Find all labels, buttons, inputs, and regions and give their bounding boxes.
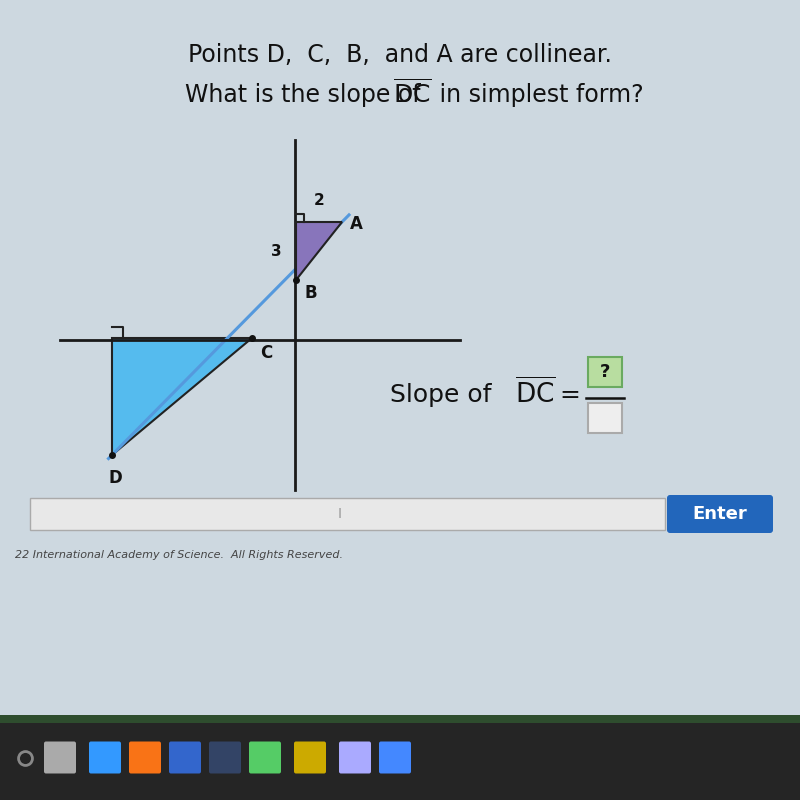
FancyBboxPatch shape [249,742,281,774]
FancyBboxPatch shape [169,742,201,774]
FancyBboxPatch shape [129,742,161,774]
Text: 3: 3 [271,243,282,258]
Polygon shape [112,338,252,455]
FancyBboxPatch shape [379,742,411,774]
Text: D: D [108,469,122,487]
FancyBboxPatch shape [209,742,241,774]
Text: Points D,  C,  B,  and A are collinear.: Points D, C, B, and A are collinear. [188,43,612,67]
Text: ?: ? [600,363,610,381]
Text: What is the slope of: What is the slope of [185,83,428,107]
Text: Enter: Enter [693,505,747,523]
Text: in simplest form?: in simplest form? [432,83,644,107]
FancyBboxPatch shape [339,742,371,774]
Text: $\overline{\mathsf{DC}}$: $\overline{\mathsf{DC}}$ [393,78,432,107]
Text: B: B [304,284,317,302]
Text: C: C [260,344,272,362]
FancyBboxPatch shape [30,498,665,530]
Text: $\overline{\mathsf{DC}}$: $\overline{\mathsf{DC}}$ [515,378,556,408]
Bar [0,715,800,723]
Text: A: A [350,215,363,233]
Polygon shape [296,222,342,280]
Text: 22 International Academy of Science.  All Rights Reserved.: 22 International Academy of Science. All… [15,550,343,560]
Text: =: = [552,383,589,407]
Text: 2: 2 [314,193,324,208]
Text: I: I [338,507,342,521]
Text: Slope of: Slope of [390,383,499,407]
Bar [0,715,800,800]
FancyBboxPatch shape [44,742,76,774]
FancyBboxPatch shape [294,742,326,774]
FancyBboxPatch shape [588,357,622,387]
FancyBboxPatch shape [89,742,121,774]
FancyBboxPatch shape [588,403,622,433]
FancyBboxPatch shape [667,495,773,533]
